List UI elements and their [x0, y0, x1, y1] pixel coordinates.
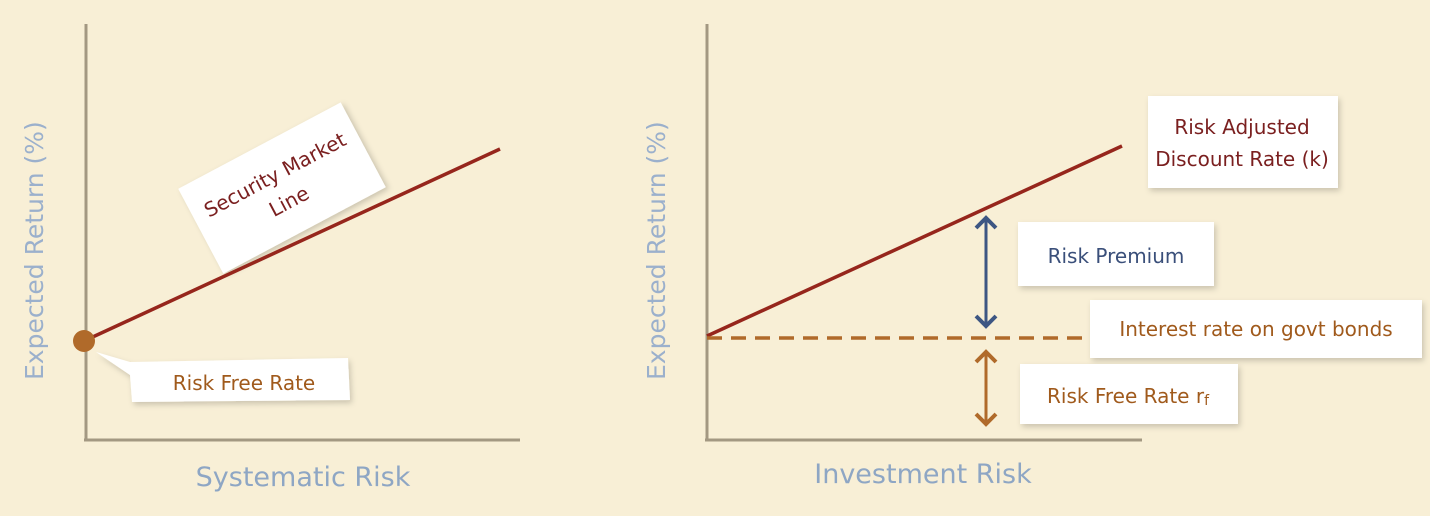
risk-free-rate-card: [1020, 364, 1238, 424]
risk-premium-label: Risk Premium: [1048, 244, 1185, 268]
discount-rate-label-line2: Discount Rate (k): [1155, 147, 1329, 171]
risk-free-subscript: f: [1204, 393, 1210, 409]
risk-free-rate-rf-text: Risk Free Rate r: [1047, 384, 1205, 408]
discount-rate-card: [1148, 96, 1338, 188]
left-chart: Expected Return (%) Systematic Risk Secu…: [20, 24, 520, 493]
left-y-axis-label: Expected Return (%): [20, 121, 49, 380]
risk-premium-card: [1018, 222, 1214, 286]
security-market-line: [83, 147, 501, 343]
risk-adjusted-line: [706, 144, 1123, 338]
risk-free-callout: [96, 352, 350, 402]
govt-bonds-label: Interest rate on govt bonds: [1119, 317, 1392, 341]
right-y-axis-label: Expected Return (%): [642, 121, 671, 380]
left-x-axis-label: Systematic Risk: [196, 462, 411, 493]
discount-rate-label-line1: Risk Adjusted: [1174, 115, 1309, 139]
govt-bonds-card: [1090, 300, 1422, 358]
right-chart: Expected Return (%) Investment Risk Risk…: [642, 24, 1422, 490]
risk-free-rate-label: Risk Free Rate: [173, 371, 315, 395]
risk-free-rate-rf-label: Risk Free Rate rf: [1047, 384, 1210, 409]
risk-free-point: [73, 330, 95, 352]
right-x-axis-label: Investment Risk: [814, 459, 1032, 490]
